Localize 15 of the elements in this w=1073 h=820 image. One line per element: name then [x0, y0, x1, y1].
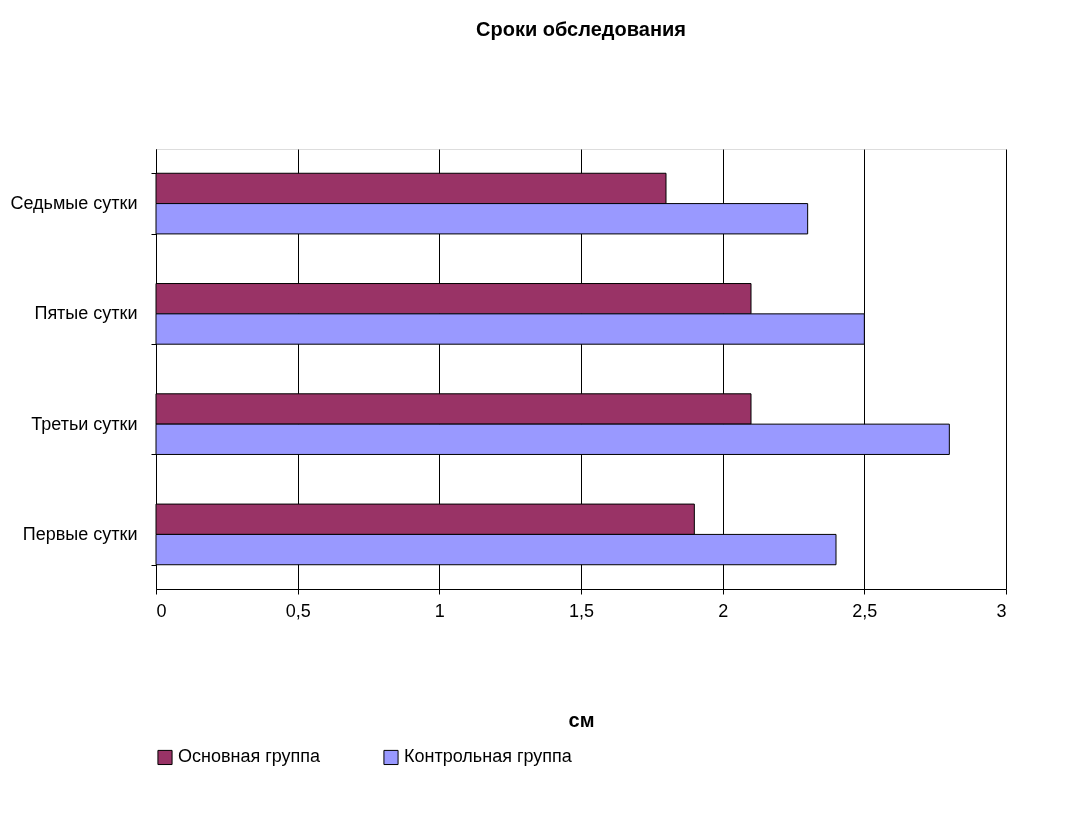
x-tick-label: 2,5: [852, 600, 878, 621]
y-tick-label: Первые сутки: [22, 523, 138, 544]
x-tick-label: 1,5: [568, 600, 595, 621]
x-tick-label: 0,5: [285, 600, 311, 621]
y-tick-label: Пятые сутки: [34, 303, 138, 324]
x-tick-label: 1: [434, 600, 445, 621]
x-tick-label: 3: [996, 600, 1007, 621]
x-tick-label: 2: [718, 600, 729, 621]
y-tick-label: Седьмые сутки: [10, 193, 138, 214]
legend-label: Основная группа: [178, 746, 322, 767]
legend-label: Контрольная группа: [404, 746, 573, 767]
chart-title: Сроки обследования: [476, 18, 686, 40]
x-tick-label: 0: [156, 600, 167, 621]
x-axis-title: см: [568, 708, 595, 731]
y-tick-label: Третьи сутки: [31, 413, 138, 434]
